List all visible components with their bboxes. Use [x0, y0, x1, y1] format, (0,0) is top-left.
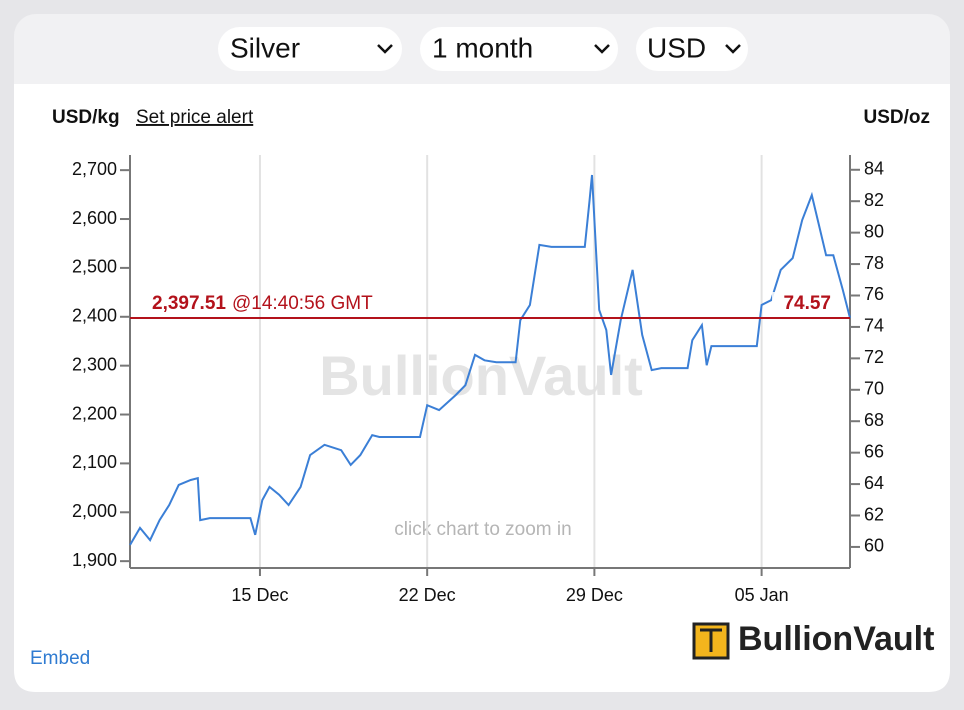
select-text[interactable]: USD	[647, 32, 706, 63]
current-oz-bg	[772, 291, 834, 314]
select-box[interactable]	[636, 27, 748, 71]
logo-text: BullionVault	[738, 620, 934, 658]
y-tick-label: 2,600	[72, 208, 117, 228]
y2-tick-label: 78	[864, 253, 884, 273]
price-alert-link[interactable]: Set price alert	[136, 107, 254, 128]
x-tick-label: 15 Dec	[231, 585, 288, 605]
y2-tick-label: 84	[864, 159, 884, 179]
y-tick-label: 2,500	[72, 257, 117, 277]
current-price: 2,397.51	[152, 293, 226, 314]
chevron[interactable]	[594, 44, 610, 54]
current-price-label: 2,397.51 @14:40:56 GMT	[152, 293, 373, 314]
y2-tick-label: 76	[864, 284, 884, 304]
watermark: BullionVault	[319, 344, 643, 407]
y2-axis-label: USD/oz	[864, 107, 931, 128]
y-tick-label: 2,700	[72, 159, 117, 179]
select-text[interactable]: Silver	[230, 32, 300, 63]
y-tick-label: 1,900	[72, 550, 117, 570]
currency-select[interactable]: USD	[636, 27, 748, 71]
card-bottom	[14, 670, 950, 692]
current-time: @14:40:56 GMT	[232, 293, 373, 314]
y2-tick-label: 72	[864, 347, 884, 367]
logo-icon-mark	[700, 628, 722, 652]
y2-tick-label: 80	[864, 221, 884, 241]
y2-tick-label: 62	[864, 504, 884, 524]
zoom-hint: click chart to zoom in	[394, 519, 571, 540]
y2-tick-label: 82	[864, 190, 884, 210]
card-body	[14, 84, 950, 670]
y-tick-label: 2,000	[72, 501, 117, 521]
y2-tick-label: 60	[864, 536, 884, 556]
chevron[interactable]	[725, 44, 741, 54]
y-axis-label: USD/kg	[52, 107, 120, 128]
x-tick-label: 22 Dec	[399, 585, 456, 605]
current-price-oz: 74.57	[783, 293, 831, 314]
y2-tick-label: 74	[864, 316, 884, 336]
y2-tick-label: 66	[864, 441, 884, 461]
metal-select[interactable]: Silver	[218, 27, 402, 71]
y-tick-label: 2,400	[72, 306, 117, 326]
select-box[interactable]	[420, 27, 618, 71]
x-tick-label: 05 Jan	[735, 585, 789, 605]
y2-tick-label: 64	[864, 473, 884, 493]
y-tick-label: 2,200	[72, 403, 117, 423]
y2-tick-label: 68	[864, 410, 884, 430]
embed-link[interactable]: Embed	[30, 648, 90, 669]
x-tick-label: 29 Dec	[566, 585, 623, 605]
y2-tick-label: 70	[864, 379, 884, 399]
price-line	[129, 174, 851, 546]
logo: BullionVault	[692, 620, 934, 660]
select-text[interactable]: 1 month	[432, 32, 533, 63]
y-tick-label: 2,100	[72, 452, 117, 472]
select-box[interactable]	[218, 27, 402, 71]
chevron[interactable]	[377, 44, 393, 54]
y-tick-label: 2,300	[72, 354, 117, 374]
period-select[interactable]: 1 month	[420, 27, 618, 71]
